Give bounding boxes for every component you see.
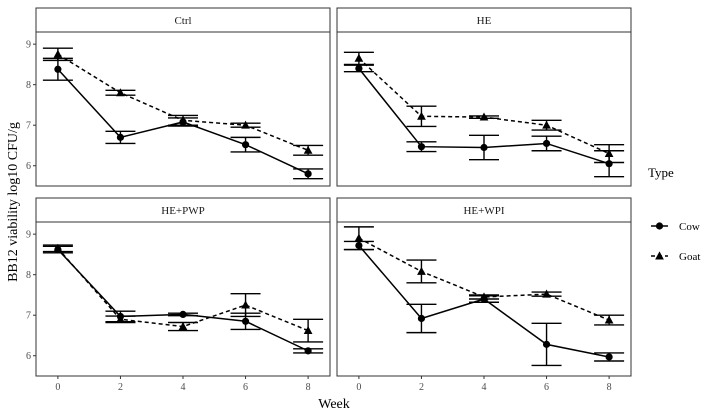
x-tick-label: 8 xyxy=(607,382,612,393)
data-point-goat xyxy=(53,49,63,58)
data-point-goat xyxy=(178,115,188,124)
series-line xyxy=(57,249,309,352)
data-point-cow xyxy=(542,340,551,348)
series-cow xyxy=(343,240,625,367)
data-point-goat xyxy=(479,292,489,301)
x-tick-label: 6 xyxy=(243,382,248,393)
series-line xyxy=(358,237,610,321)
data-point-cow xyxy=(304,170,312,178)
data-point-goat xyxy=(303,145,313,154)
series-goat xyxy=(42,47,324,156)
x-axis-title: Week xyxy=(318,397,350,412)
y-tick-label: 8 xyxy=(26,80,31,91)
data-point-goat xyxy=(116,88,125,97)
data-point-goat xyxy=(241,120,250,129)
data-point-goat xyxy=(417,266,426,275)
facet-strip xyxy=(35,197,331,223)
facet-strip xyxy=(336,197,632,223)
series-goat xyxy=(343,51,625,164)
legend-item-goat: Goat xyxy=(651,251,700,263)
x-tick-label: 4 xyxy=(482,382,487,393)
facet-panels: Ctrl 6 7 8 9 HE HE+PWP 6 7 8 9 0 2 4 6 8 HE+WPI 0 2 4 6 8 xyxy=(26,7,632,393)
y-tick-label: 9 xyxy=(26,40,31,51)
data-point-goat xyxy=(479,112,489,121)
y-tick-label: 6 xyxy=(26,161,31,172)
y-axis-title: BB12 viability log10 CFU/g xyxy=(6,122,21,282)
x-tick-label: 4 xyxy=(181,382,186,393)
data-point-goat xyxy=(116,314,125,323)
series-cow xyxy=(42,245,324,355)
legend-label: Cow xyxy=(679,221,700,233)
data-point-goat xyxy=(354,233,364,242)
data-point-goat xyxy=(241,300,250,309)
facet-title: HE+PWP xyxy=(161,205,204,217)
data-point-goat xyxy=(178,321,188,331)
series-line xyxy=(57,53,309,152)
series-goat xyxy=(343,226,625,326)
data-point-cow xyxy=(241,141,250,149)
y-tick-label: 9 xyxy=(26,230,31,241)
panel-border xyxy=(35,221,331,377)
legend: Type Cow Goat xyxy=(648,165,700,263)
data-point-cow xyxy=(241,317,250,325)
y-tick-label: 6 xyxy=(26,351,31,362)
x-tick-label: 8 xyxy=(306,382,311,393)
data-point-cow xyxy=(605,353,613,361)
data-point-goat xyxy=(542,289,551,298)
facet-title: HE+WPI xyxy=(463,205,504,217)
data-point-cow xyxy=(179,310,187,318)
legend-circle-marker xyxy=(655,222,664,230)
panel-border xyxy=(35,31,331,187)
legend-label: Goat xyxy=(679,251,700,263)
data-point-goat xyxy=(604,148,614,158)
data-point-goat xyxy=(303,326,313,335)
data-point-cow xyxy=(480,143,488,152)
panel-ctrl: Ctrl 6 7 8 9 xyxy=(26,7,331,187)
data-point-cow xyxy=(54,65,62,73)
legend-item-cow: Cow xyxy=(651,221,700,233)
panel-he-pwp: HE+PWP 6 7 8 9 0 2 4 6 8 xyxy=(26,197,331,393)
data-point-cow xyxy=(417,314,426,323)
x-tick-label: 2 xyxy=(118,382,123,393)
legend-title: Type xyxy=(648,165,674,180)
series-goat xyxy=(42,243,324,343)
data-point-cow xyxy=(304,347,312,355)
facet-title: HE xyxy=(477,15,492,27)
y-tick-label: 7 xyxy=(26,311,31,322)
x-tick-label: 0 xyxy=(55,382,60,393)
y-tick-label: 7 xyxy=(26,121,31,132)
data-point-goat xyxy=(542,120,551,129)
legend-triangle-marker xyxy=(655,251,664,260)
x-tick-label: 2 xyxy=(419,382,424,393)
facet-title: Ctrl xyxy=(174,15,191,27)
y-tick-label: 8 xyxy=(26,270,31,281)
panel-he: HE xyxy=(336,7,632,187)
facet-strip xyxy=(35,7,331,33)
panel-border xyxy=(336,31,632,187)
data-point-goat xyxy=(604,315,614,324)
data-point-cow xyxy=(542,139,551,148)
data-point-cow xyxy=(116,133,125,141)
x-tick-label: 0 xyxy=(356,382,361,393)
x-tick-label: 6 xyxy=(544,382,549,393)
panel-he-wpi: HE+WPI 0 2 4 6 8 xyxy=(336,197,632,393)
data-point-cow xyxy=(355,64,363,73)
data-point-goat xyxy=(417,111,426,120)
facet-strip xyxy=(336,7,632,33)
data-point-goat xyxy=(354,53,364,62)
series-cow xyxy=(343,64,625,178)
data-point-goat xyxy=(53,243,63,252)
data-point-cow xyxy=(417,143,426,151)
